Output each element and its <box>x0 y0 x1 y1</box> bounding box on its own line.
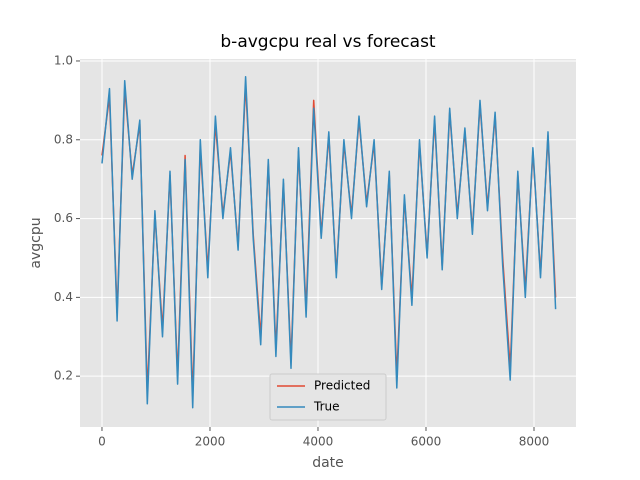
chart-title: b-avgcpu real vs forecast <box>220 32 436 52</box>
y-axis-label: avgcpu <box>28 217 44 268</box>
line-series <box>101 75 557 409</box>
x-tick-label: 6000 <box>411 435 442 449</box>
y-tick-label: 0.2 <box>54 369 73 383</box>
legend-label: Predicted <box>314 379 370 393</box>
x-axis-label: date <box>312 455 344 471</box>
y-tick-label: 0.4 <box>54 290 73 304</box>
y-tick-label: 1.0 <box>54 53 73 67</box>
x-tick-label: 2000 <box>195 435 226 449</box>
plot-area <box>80 59 576 427</box>
y-tick-label: 0.6 <box>54 211 73 225</box>
legend-label: True <box>313 400 340 414</box>
x-tick-label: 0 <box>98 435 106 449</box>
x-tick-label: 4000 <box>303 435 334 449</box>
x-tick-label: 8000 <box>519 435 550 449</box>
y-tick-label: 0.8 <box>54 132 73 146</box>
